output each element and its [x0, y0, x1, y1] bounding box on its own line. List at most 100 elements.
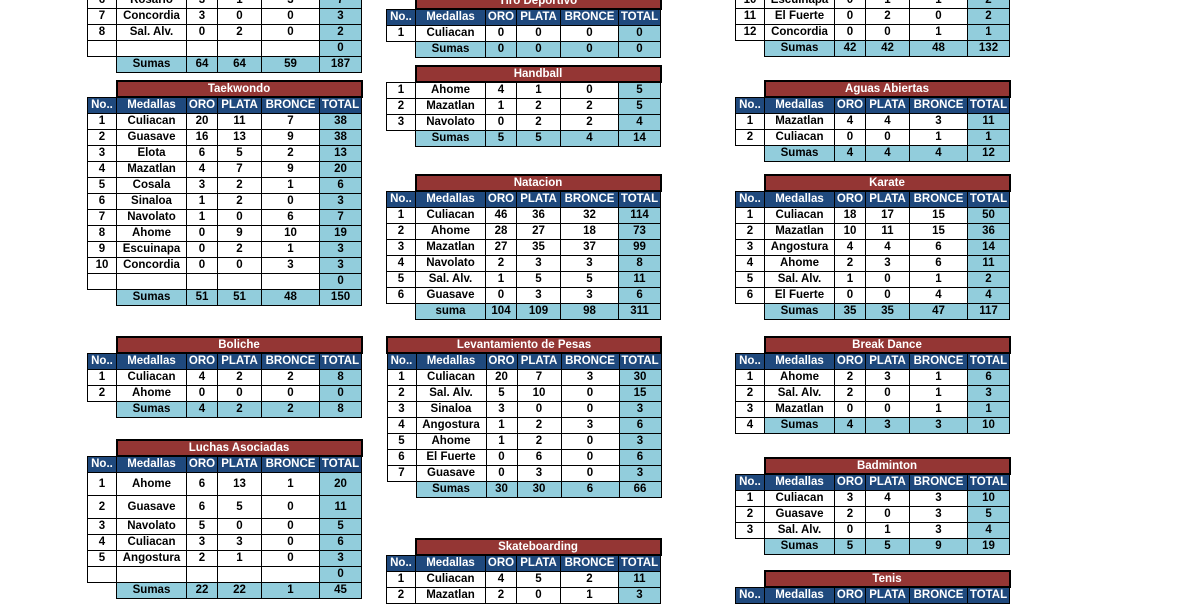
bronce-cell: 1 — [261, 472, 320, 496]
header-bronce: BRONCE — [560, 352, 620, 370]
sum-label: Sumas — [764, 145, 835, 162]
team-cell: Rosario — [116, 0, 187, 9]
plata-cell: 9 — [217, 225, 262, 242]
sum-label: Sumas — [764, 538, 835, 555]
header-row: No.. Medallas ORO PLATA BRONCE TOTAL — [87, 455, 363, 473]
header-row: No.. Medallas ORO PLATA BRONCE TOTAL — [87, 352, 363, 370]
bronce-cell: 15 — [909, 223, 968, 240]
total-cell: 3 — [318, 257, 363, 274]
header-plata: PLATA — [865, 586, 910, 604]
oro-cell: 0 — [485, 449, 518, 466]
total-cell: 6 — [617, 287, 662, 304]
medal-table-top-left-partial: 6 Rosario 3 1 3 7 7 Concordia 3 0 0 3 8 Sal. Alv. 0 2 0 2… — [87, 0, 362, 73]
plata-cell: 5 — [217, 495, 262, 519]
table-row: 2 Guasave 16 13 9 38 — [87, 129, 363, 146]
plata-cell: 2 — [217, 24, 262, 41]
sum-row: Sumas 4 2 2 8 — [88, 401, 363, 418]
total-cell: 11 — [967, 113, 1010, 130]
table-row: 4 Ahome 2 3 6 11 — [735, 255, 1010, 272]
sum-plata: 64 — [217, 56, 262, 73]
rank-cell: 1 — [386, 571, 416, 588]
sum-bronce: 9 — [909, 538, 968, 555]
table-row: 5 Ahome 1 2 0 3 — [386, 433, 662, 450]
header-row: No.. Medallas ORO PLATA BRONCE TOTAL — [735, 586, 1011, 604]
header-total: TOTAL — [318, 96, 363, 114]
sum-plata: 109 — [516, 303, 561, 320]
title-row: Break Dance — [736, 336, 1011, 354]
table-row: 8 Sal. Alv. 0 2 0 2 — [87, 24, 362, 41]
header-total: TOTAL — [966, 352, 1011, 370]
header-bronce: BRONCE — [909, 473, 968, 491]
bronce-cell — [261, 566, 320, 583]
oro-cell: 27 — [485, 239, 517, 256]
rank-cell: 4 — [735, 255, 765, 272]
oro-cell: 0 — [186, 241, 218, 258]
header-bronce: BRONCE — [560, 554, 619, 572]
plata-cell: 1 — [217, 0, 262, 9]
team-cell: Culiacan — [764, 207, 835, 224]
header-plata: PLATA — [865, 190, 910, 208]
bronce-cell: 0 — [909, 8, 968, 25]
header-row: No.. Medallas ORO PLATA BRONCE TOTAL — [386, 554, 662, 572]
total-cell: 0 — [618, 25, 661, 42]
table-row: 2 Mazatlan 1 2 2 5 — [386, 98, 662, 115]
medal-table: Levantamiento de Pesas No.. Medallas ORO PLA… — [385, 336, 663, 498]
team-cell: Ahome — [415, 433, 487, 450]
header-bronce: BRONCE — [560, 190, 619, 208]
header-total: TOTAL — [318, 455, 363, 473]
sum-row: Sumas 22 22 1 45 — [88, 582, 363, 599]
plata-cell: 3 — [516, 287, 561, 304]
plata-cell: 5 — [516, 571, 561, 588]
team-cell: Navolato — [415, 255, 486, 272]
header-row: No.. Medallas ORO PLATA BRONCE TOTAL — [735, 352, 1011, 370]
table-title: Taekwondo — [115, 80, 363, 98]
header-total: TOTAL — [967, 190, 1010, 208]
oro-cell: 10 — [834, 223, 866, 240]
medal-table: 6 Rosario 3 1 3 7 7 Concordia 3 0 0 3 8 Sal. Alv. 0 2 0 2… — [87, 0, 362, 73]
total-cell: 0 — [318, 566, 363, 583]
header-bronce: BRONCE — [261, 352, 320, 370]
table-row: 0 — [87, 40, 362, 57]
total-cell: 6 — [618, 449, 662, 466]
total-cell: 1 — [967, 129, 1010, 146]
bronce-cell: 1 — [560, 587, 619, 604]
sum-plata: 35 — [865, 303, 910, 320]
oro-cell: 0 — [834, 522, 866, 539]
bronce-cell: 9 — [261, 129, 320, 146]
plata-cell: 10 — [516, 385, 562, 402]
oro-cell: 3 — [186, 177, 218, 194]
bronce-cell: 32 — [560, 207, 619, 224]
table-row: 1 Culiacan 18 17 15 50 — [735, 207, 1010, 224]
table-row: 1 Culiacan 4 5 2 11 — [386, 571, 662, 588]
sum-bronce: 48 — [909, 40, 968, 57]
header-oro: ORO — [485, 190, 517, 208]
table-row: 6 El Fuerte 0 0 4 4 — [735, 287, 1010, 304]
header-no: No.. — [386, 8, 416, 26]
header-plata: PLATA — [865, 352, 910, 370]
plata-cell: 2 — [217, 241, 262, 258]
header-medallas: Medallas — [764, 352, 835, 370]
title-row: Karate — [736, 174, 1011, 192]
title-row: Tiro Deportivo — [387, 0, 662, 10]
rank-cell: 3 — [735, 401, 765, 418]
bronce-cell — [261, 273, 320, 290]
rank-cell: 6 — [87, 0, 117, 9]
plata-cell: 11 — [217, 113, 262, 130]
team-cell: Culiacan — [415, 571, 486, 588]
plata-cell: 1 — [217, 550, 262, 567]
rank-cell: 4 — [386, 255, 416, 272]
total-cell: 38 — [318, 113, 363, 130]
rank-cell: 5 — [386, 433, 417, 450]
plata-cell: 36 — [516, 207, 561, 224]
bronce-cell: 0 — [261, 534, 320, 551]
oro-cell: 0 — [186, 385, 218, 402]
rank-cell: 3 — [87, 145, 117, 162]
plata-cell: 2 — [516, 98, 561, 115]
header-plata: PLATA — [217, 455, 262, 473]
table-row: 1 Ahome 4 1 0 5 — [386, 81, 662, 99]
plata-cell: 6 — [516, 449, 562, 466]
total-cell: 15 — [618, 385, 662, 402]
rank-cell: 11 — [735, 8, 765, 25]
rank-cell: 2 — [386, 385, 417, 402]
oro-cell: 5 — [485, 385, 518, 402]
